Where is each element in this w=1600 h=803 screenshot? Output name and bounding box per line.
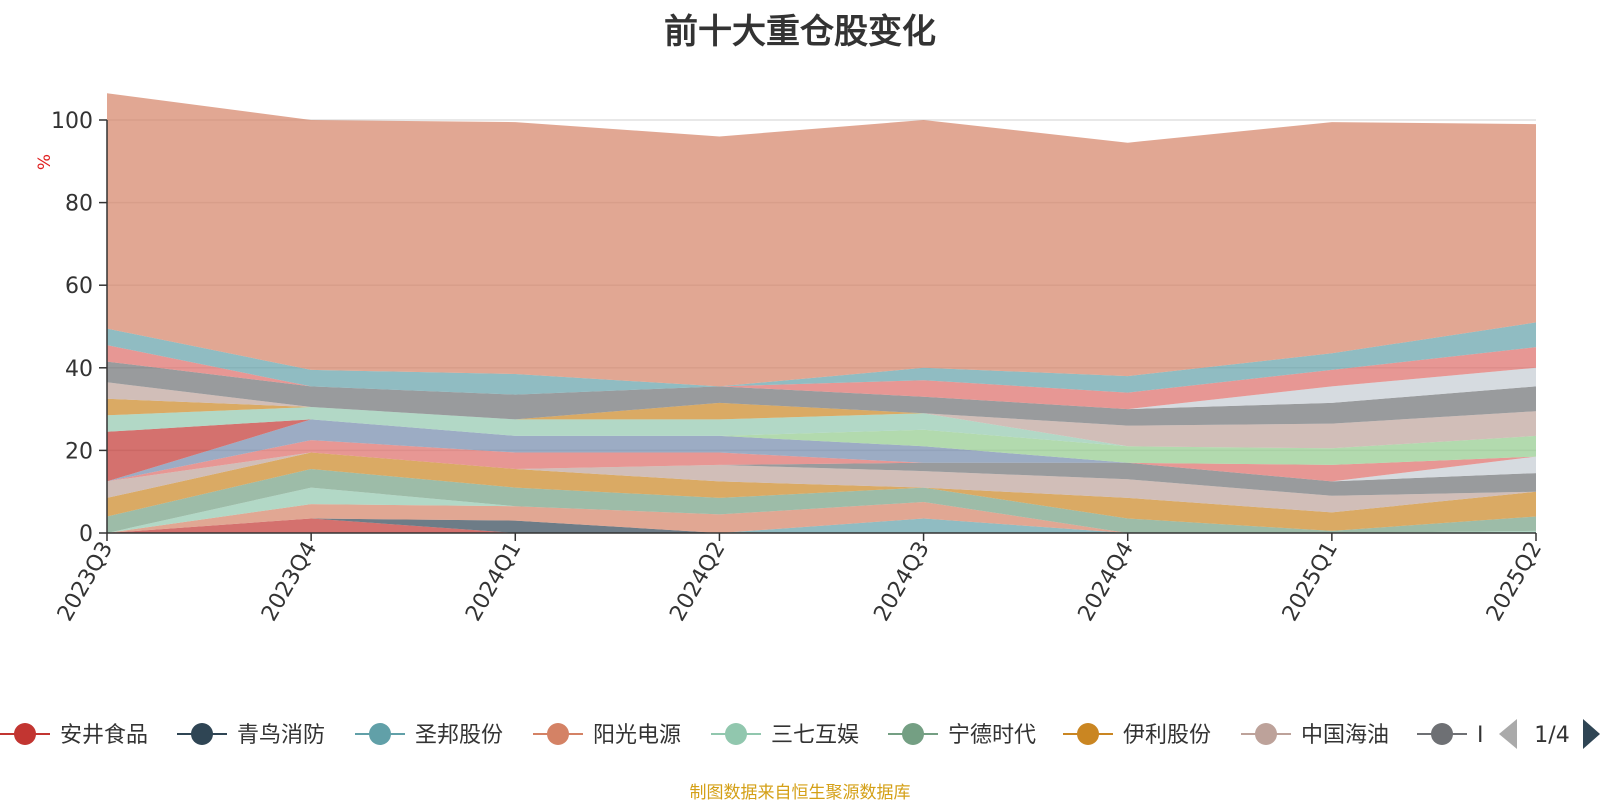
legend-label-4: 阳光电源 bbox=[593, 723, 681, 748]
area-series-16 bbox=[107, 407, 1536, 449]
legend-label-8: 中国海油 bbox=[1301, 723, 1389, 748]
legend-marker-9 bbox=[1431, 723, 1453, 745]
legend-item-8[interactable]: 中国海油 bbox=[1241, 723, 1389, 748]
area-series-21 bbox=[107, 345, 1536, 410]
legend-prev-page-icon[interactable] bbox=[1499, 719, 1517, 749]
x-tick-label-4: 2024Q2 bbox=[665, 538, 730, 626]
legend-item-3[interactable]: 圣邦股份 bbox=[355, 723, 503, 748]
y-tick-label-5: 80 bbox=[65, 192, 93, 217]
area-series bbox=[107, 93, 1536, 533]
area-series-23 bbox=[107, 93, 1536, 387]
legend-item-6[interactable]: 宁德时代 bbox=[888, 723, 1036, 748]
legend-marker-8 bbox=[1255, 723, 1277, 745]
x-tick-label-2: 2023Q4 bbox=[257, 538, 322, 626]
legend-marker-7 bbox=[1077, 723, 1099, 745]
area-series-11 bbox=[107, 440, 1536, 482]
legend-label-9: I bbox=[1477, 723, 1484, 748]
area-series-13 bbox=[107, 419, 1536, 482]
legend-label-3: 圣邦股份 bbox=[415, 723, 503, 748]
y-tick-label-6: 100 bbox=[51, 109, 93, 134]
area-series-2 bbox=[107, 518, 1536, 533]
area-series-17 bbox=[107, 398, 1536, 449]
legend-marker-6 bbox=[902, 723, 924, 745]
area-series-9 bbox=[107, 452, 1536, 496]
area-series-19 bbox=[107, 361, 1536, 426]
legend-item-5[interactable]: 三七互娱 bbox=[711, 723, 859, 748]
legend-item-9[interactable]: I bbox=[1417, 723, 1484, 748]
area-series-15 bbox=[107, 419, 1536, 482]
legend-marker-2 bbox=[191, 723, 213, 745]
legend-label-7: 伊利股份 bbox=[1123, 723, 1211, 748]
legend[interactable]: 安井食品 青鸟消防 圣邦股份 阳光电源 三七互娱 宁德时代 伊利股份 中国海油 I 1/4 bbox=[0, 719, 1600, 749]
legend-label-2: 青鸟消防 bbox=[237, 723, 325, 748]
area-series-22 bbox=[107, 322, 1536, 395]
legend-label-1: 安井食品 bbox=[60, 723, 148, 748]
x-tick-label-6: 2024Q4 bbox=[1074, 538, 1139, 626]
source-footnote: 制图数据来自恒生聚源数据库 bbox=[689, 783, 911, 803]
x-tick-label-1: 2023Q3 bbox=[53, 538, 118, 626]
y-tick-label-4: 60 bbox=[65, 274, 93, 299]
legend-item-1[interactable]: 安井食品 bbox=[0, 723, 148, 748]
legend-item-4[interactable]: 阳光电源 bbox=[533, 723, 681, 748]
legend-label-6: 宁德时代 bbox=[948, 723, 1036, 748]
area-series-6 bbox=[107, 469, 1536, 533]
legend-item-2[interactable]: 青鸟消防 bbox=[177, 723, 325, 748]
area-series-4 bbox=[107, 502, 1536, 533]
y-axis-unit-label: % bbox=[35, 154, 55, 170]
x-tick-label-3: 2024Q1 bbox=[461, 538, 526, 626]
legend-marker-1 bbox=[14, 723, 36, 745]
legend-marker-3 bbox=[369, 723, 391, 745]
area-series-7 bbox=[107, 452, 1536, 531]
x-tick-label-8: 2025Q2 bbox=[1482, 538, 1547, 626]
x-tick-label-7: 2025Q1 bbox=[1278, 538, 1343, 626]
legend-next-page-icon[interactable] bbox=[1583, 719, 1600, 749]
area-series-18 bbox=[107, 382, 1536, 449]
legend-item-7[interactable]: 伊利股份 bbox=[1063, 723, 1211, 748]
legend-label-5: 三七互娱 bbox=[771, 723, 859, 748]
area-series-8 bbox=[107, 452, 1536, 513]
legend-page-indicator: 1/4 bbox=[1534, 723, 1569, 748]
legend-marker-5 bbox=[725, 723, 747, 745]
area-series-10 bbox=[107, 452, 1536, 482]
legend-marker-4 bbox=[547, 723, 569, 745]
area-series-12 bbox=[107, 419, 1536, 482]
chart-title: 前十大重仓股变化 bbox=[664, 12, 936, 52]
y-tick-label-1: 0 bbox=[79, 522, 93, 547]
y-tick-label-2: 20 bbox=[65, 439, 93, 464]
y-tick-label-3: 40 bbox=[65, 357, 93, 382]
x-tick-label-5: 2024Q3 bbox=[869, 538, 934, 626]
